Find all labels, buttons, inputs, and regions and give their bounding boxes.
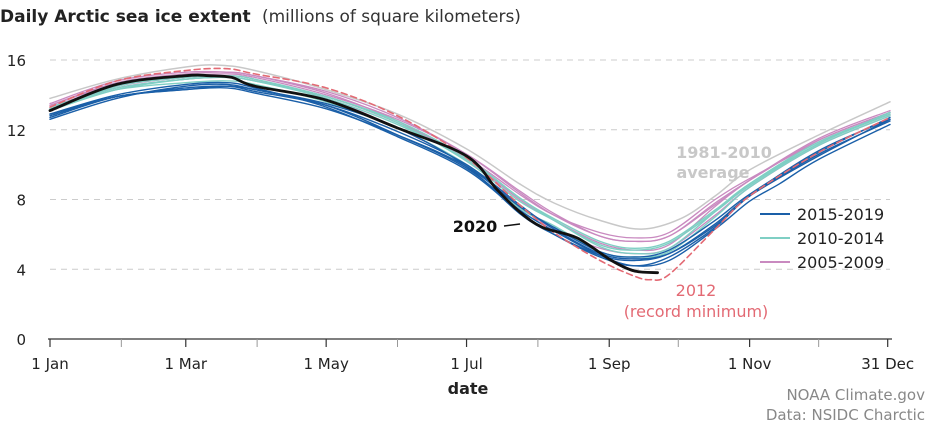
x-axis-tick-labels: 1 Jan 1 Mar 1 May 1 Jul 1 Sep 1 Nov 31 Dec bbox=[31, 355, 914, 373]
series-line-2014 bbox=[49, 76, 891, 251]
credit-source: NOAA Climate.gov bbox=[786, 386, 925, 404]
series-line-1981-2010-average bbox=[49, 64, 891, 230]
series-line-2011 bbox=[49, 80, 891, 258]
series-line-2020 bbox=[48, 73, 659, 275]
series-line-2009 bbox=[49, 71, 891, 243]
y-tick-label: 16 bbox=[7, 52, 26, 70]
y-tick-label: 12 bbox=[7, 122, 26, 140]
annotation-2012-line2: (record minimum) bbox=[624, 302, 769, 321]
annotation-2012-line1: 2012 bbox=[676, 281, 717, 300]
x-tick-label: 1 Nov bbox=[728, 355, 772, 373]
gridlines bbox=[50, 59, 890, 270]
series-line-2017 bbox=[49, 87, 891, 258]
annotation-2020: 2020 bbox=[453, 217, 498, 236]
annotation-average-line2: average bbox=[676, 163, 749, 182]
x-axis-label: date bbox=[448, 379, 489, 398]
x-tick-label: 31 Dec bbox=[861, 355, 914, 373]
annotation-average-line1: 1981-2010 bbox=[676, 143, 772, 162]
legend-label: 2010-2014 bbox=[797, 229, 884, 248]
y-axis-tick-labels: 0 4 8 12 16 bbox=[7, 52, 26, 349]
x-axis bbox=[48, 338, 892, 347]
x-tick-label: 1 Mar bbox=[164, 355, 207, 373]
x-tick-label: 1 Sep bbox=[588, 355, 631, 373]
credit-data: Data: NSIDC Charctic bbox=[766, 406, 925, 424]
series-line-2016 bbox=[49, 83, 891, 267]
chart-title-bold: Daily Arctic sea ice extent bbox=[0, 7, 251, 27]
y-tick-label: 4 bbox=[16, 261, 26, 279]
series-lines bbox=[48, 64, 891, 281]
chart-title-subtitle: (millions of square kilometers) bbox=[262, 7, 521, 27]
x-tick-label: 1 May bbox=[304, 355, 349, 373]
legend-label: 2015-2019 bbox=[797, 205, 884, 224]
legend-label: 2005-2009 bbox=[797, 253, 884, 272]
y-tick-label: 0 bbox=[16, 331, 26, 349]
chart-title: Daily Arctic sea ice extent (millions of… bbox=[0, 7, 521, 27]
x-tick-label: 1 Jan bbox=[31, 355, 68, 373]
series-line-2005 bbox=[49, 73, 891, 243]
x-tick-label: 1 Jul bbox=[450, 355, 482, 373]
y-tick-label: 8 bbox=[16, 192, 26, 210]
annotation-2020-pointer bbox=[503, 223, 521, 227]
series-line-2012 bbox=[49, 67, 891, 281]
legend: 2015-2019 2010-2014 2005-2009 bbox=[760, 205, 884, 272]
